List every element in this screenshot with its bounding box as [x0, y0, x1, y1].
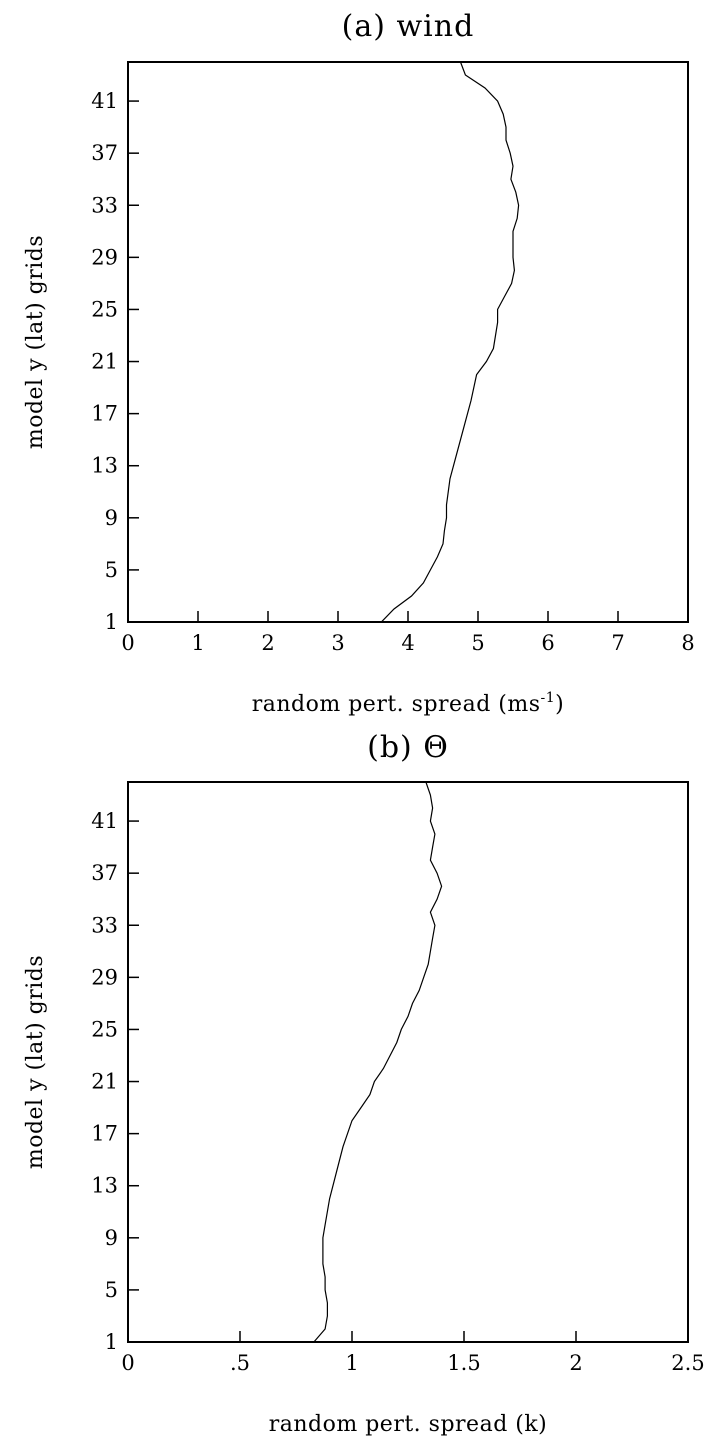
x-tick-label: 2 [569, 1351, 582, 1375]
x-tick-label: 7 [611, 631, 624, 655]
y-tick-label: 17 [91, 1122, 118, 1146]
x-tick-label: 1 [345, 1351, 358, 1375]
panel-a-wind-spread-line [380, 61, 520, 623]
y-tick-label: 41 [91, 89, 118, 113]
panel-a-x-axis-label-tail: ) [555, 692, 564, 717]
y-tick-label: 17 [91, 402, 118, 426]
y-tick-label: 29 [91, 245, 118, 269]
y-tick-label: 33 [91, 913, 118, 937]
y-tick-label: 25 [91, 1017, 118, 1041]
panel-b-theta-spread-line [313, 781, 443, 1343]
x-tick-label: 1.5 [447, 1351, 480, 1375]
panel-a-x-axis-label-main: random pert. spread (ms [252, 692, 541, 717]
x-tick-label: 8 [681, 631, 694, 655]
x-tick-label: 2.5 [671, 1351, 704, 1375]
y-tick-label: 21 [91, 350, 118, 374]
y-tick-label: 25 [91, 297, 118, 321]
y-tick-label: 29 [91, 965, 118, 989]
panel-b-y-axis-label: model y (lat) grids [23, 955, 48, 1169]
y-tick-label: 1 [105, 610, 118, 634]
panel-a-plot-frame [127, 61, 689, 623]
y-tick-label: 13 [91, 1174, 118, 1198]
y-tick-label: 21 [91, 1070, 118, 1094]
x-tick-label: 6 [541, 631, 554, 655]
panel-a-ticks [127, 100, 689, 623]
panel-a-x-axis-label-superscript: -1 [541, 690, 556, 706]
panel-b-x-axis-label-main: random pert. spread (k) [269, 1412, 548, 1437]
panel-a-y-axis-label: model y (lat) grids [23, 235, 48, 449]
panel-b-ticks [127, 820, 689, 1343]
y-tick-label: 5 [105, 558, 118, 582]
panel-b-title: (b) Θ [367, 730, 449, 765]
panel-b-theta: (b) Θ 0 .5 1 1.5 2 2.5 1 5 9 13 17 21 25 29 33 37 41 ran… [23, 730, 705, 1437]
y-tick-label: 37 [91, 861, 118, 885]
y-tick-label: 9 [105, 1226, 118, 1250]
x-tick-label: 4 [401, 631, 414, 655]
panel-b-plot-frame [127, 781, 689, 1343]
x-tick-label: 5 [471, 631, 484, 655]
x-tick-label: 1 [191, 631, 204, 655]
x-tick-label: .5 [230, 1351, 250, 1375]
x-tick-label: 0 [121, 1351, 134, 1375]
panel-a-title: (a) wind [342, 9, 475, 44]
y-tick-label: 9 [105, 506, 118, 530]
y-tick-label: 41 [91, 809, 118, 833]
y-tick-label: 1 [105, 1330, 118, 1354]
x-tick-label: 0 [121, 631, 134, 655]
panel-b-x-axis-label: random pert. spread (k) [269, 1412, 548, 1437]
y-tick-label: 5 [105, 1278, 118, 1302]
panel-a-x-axis-label: random pert. spread (ms-1) [252, 690, 565, 717]
x-tick-label: 2 [261, 631, 274, 655]
y-tick-label: 37 [91, 141, 118, 165]
y-tick-label: 33 [91, 193, 118, 217]
panel-b-tick-labels: 0 .5 1 1.5 2 2.5 1 5 9 13 17 21 25 29 33 37 41 [91, 809, 704, 1375]
y-tick-label: 13 [91, 454, 118, 478]
x-tick-label: 3 [331, 631, 344, 655]
